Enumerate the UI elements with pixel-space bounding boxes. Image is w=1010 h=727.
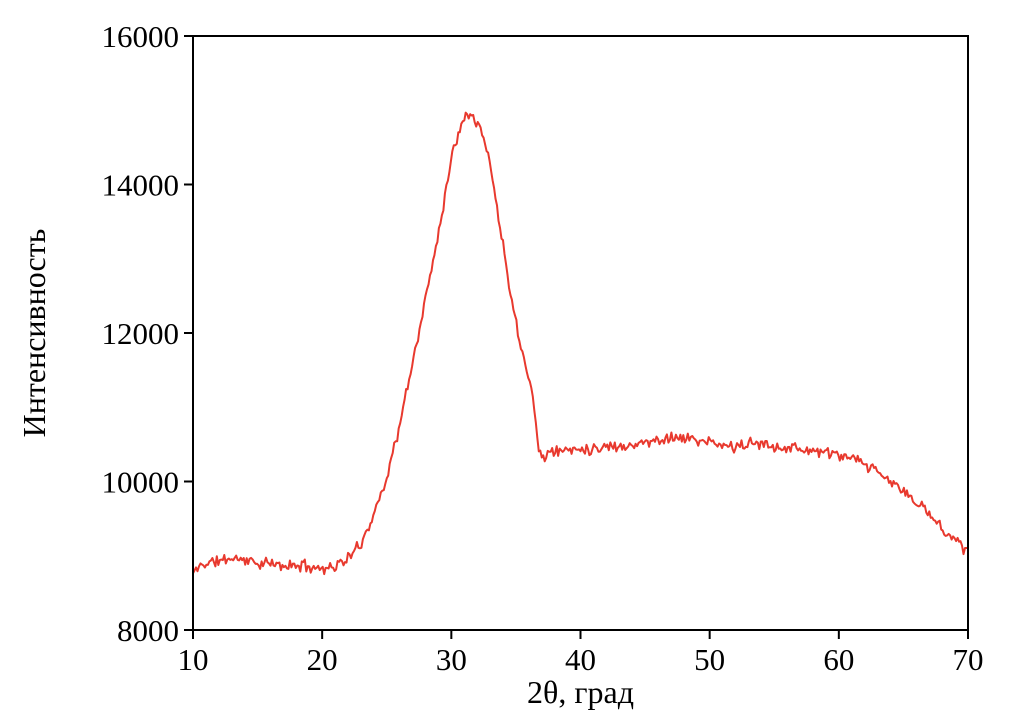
x-tick-label: 30 bbox=[436, 642, 467, 677]
y-axis-label: Интенсивность bbox=[16, 228, 52, 438]
y-tick-label: 8000 bbox=[117, 613, 179, 648]
x-tick-label: 10 bbox=[178, 642, 209, 677]
y-tick-label: 10000 bbox=[102, 465, 180, 500]
x-axis-label: 2θ, град bbox=[527, 674, 634, 710]
x-tick-label: 40 bbox=[565, 642, 596, 677]
xrd-trace-line bbox=[193, 111, 968, 576]
y-tick-label: 14000 bbox=[102, 168, 180, 203]
y-tick-label: 12000 bbox=[102, 316, 180, 351]
axes-border bbox=[192, 35, 969, 631]
x-tick-label: 70 bbox=[953, 642, 984, 677]
x-tick-label: 60 bbox=[823, 642, 854, 677]
y-tick-label: 16000 bbox=[102, 19, 180, 54]
x-tick-label: 20 bbox=[307, 642, 338, 677]
x-tick-label: 50 bbox=[694, 642, 725, 677]
